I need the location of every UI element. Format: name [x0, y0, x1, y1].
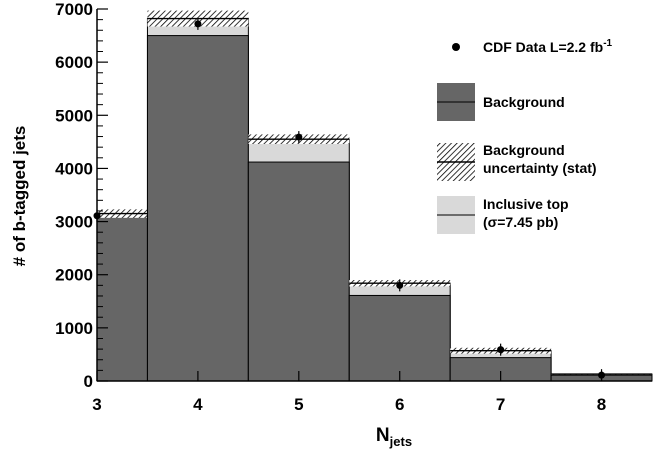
data-point — [497, 346, 505, 354]
y-tick-label: 3000 — [55, 213, 93, 232]
legend-top-label-1: Inclusive top — [483, 196, 569, 212]
legend-top-label-2: (σ=7.45 pb) — [483, 214, 558, 230]
legend: CDF Data L=2.2 fb-1 Background Backgroun… — [437, 38, 613, 234]
x-axis-label-main: N — [376, 425, 390, 446]
legend-data-label-sup: -1 — [603, 38, 612, 49]
bar-background — [96, 215, 148, 382]
x-tick-label: 6 — [395, 395, 404, 414]
bar-background — [348, 294, 451, 382]
legend-uncertainty-label-2: uncertainty (stat) — [483, 160, 597, 176]
legend-uncertainty-label-1: Background — [483, 142, 565, 158]
x-tick-label: 3 — [92, 395, 101, 414]
x-tick-label: 4 — [193, 395, 203, 414]
legend-data-label: CDF Data L=2.2 fb-1 — [483, 38, 613, 55]
y-tick-label: 2000 — [55, 266, 93, 285]
legend-background-label: Background — [483, 94, 565, 110]
bar-background — [247, 161, 350, 382]
x-axis-label-subscript: jets — [389, 434, 412, 449]
y-tick-label: 1000 — [55, 319, 93, 338]
data-point — [396, 281, 404, 289]
legend-data-label-main: CDF Data L=2.2 fb — [483, 39, 603, 55]
histogram-bars — [96, 10, 653, 382]
axes: 0 1000 2000 3000 4000 5000 6000 7000 3 4 5 6 7 8 — [55, 0, 652, 414]
y-tick-label: 7000 — [55, 0, 93, 19]
data-point — [295, 133, 303, 141]
y-tick-label: 4000 — [55, 159, 93, 178]
legend-data-marker — [452, 43, 460, 51]
data-point — [194, 20, 202, 28]
y-tick-label: 6000 — [55, 53, 93, 72]
y-tick-label: 5000 — [55, 106, 93, 125]
y-axis-label: # of b-tagged jets — [10, 126, 29, 267]
y-tick-label: 0 — [84, 372, 93, 391]
x-tick-label: 8 — [597, 395, 606, 414]
x-axis-label: Njets — [376, 425, 412, 449]
x-tick-label: 5 — [294, 395, 303, 414]
bar-background — [146, 35, 249, 382]
x-tick-label: 7 — [496, 395, 505, 414]
